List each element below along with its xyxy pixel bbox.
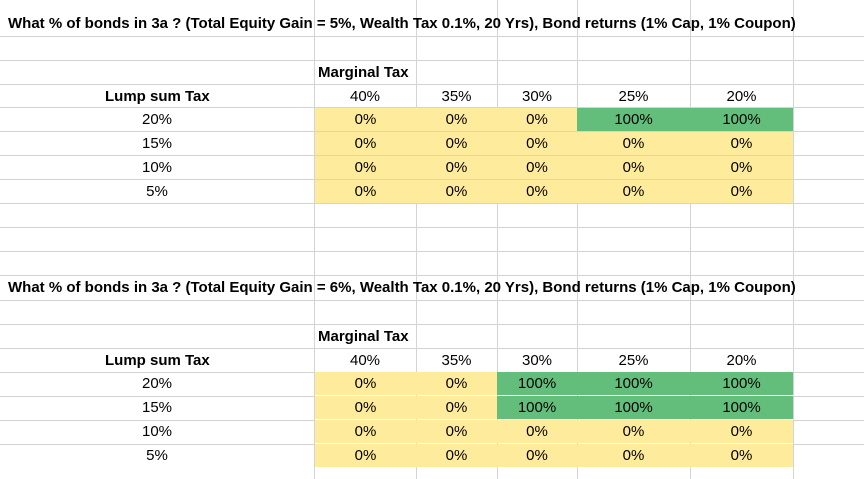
table-2-cell[interactable]: 100% xyxy=(690,372,793,395)
row-divider xyxy=(0,107,864,108)
table-1-cell[interactable]: 0% xyxy=(315,180,416,203)
table-2-cell[interactable]: 0% xyxy=(497,420,577,443)
table-2-cell[interactable]: 100% xyxy=(577,396,690,419)
table-1-cell[interactable]: 0% xyxy=(497,156,577,179)
table-2-column-group-header: Marginal Tax xyxy=(318,328,409,345)
table-1-cell[interactable]: 0% xyxy=(315,108,416,131)
table-2-cell[interactable]: 0% xyxy=(315,396,416,419)
table-1-cell[interactable]: 0% xyxy=(577,156,690,179)
table-2-cell[interactable]: 0% xyxy=(690,444,793,467)
column-divider xyxy=(497,0,498,479)
table-1-row-group-header: Lump sum Tax xyxy=(105,88,210,105)
table-1-col-header: 30% xyxy=(521,88,553,105)
table-1-cell[interactable]: 0% xyxy=(497,180,577,203)
table-2-row-group-header: Lump sum Tax xyxy=(105,352,210,369)
table-2-cell[interactable]: 0% xyxy=(690,420,793,443)
table-1-cell[interactable]: 0% xyxy=(497,132,577,155)
row-divider xyxy=(0,203,864,204)
table-2-cell[interactable]: 0% xyxy=(577,420,690,443)
column-divider xyxy=(577,0,578,479)
table-1-cell[interactable]: 0% xyxy=(577,132,690,155)
table-2-row-header: 20% xyxy=(141,375,173,392)
table-1-cell[interactable]: 0% xyxy=(690,156,793,179)
row-divider xyxy=(0,348,864,349)
row-divider xyxy=(0,275,864,276)
table-1-cell[interactable]: 0% xyxy=(315,132,416,155)
row-divider xyxy=(0,131,864,132)
table-1-cell[interactable]: 0% xyxy=(416,180,497,203)
table-2-title: What % of bonds in 3a ? (Total Equity Ga… xyxy=(8,279,796,296)
column-divider xyxy=(314,0,315,479)
table-1-cell[interactable]: 100% xyxy=(690,108,793,131)
row-divider xyxy=(0,36,864,37)
table-2-row-header: 15% xyxy=(141,399,173,416)
row-divider xyxy=(0,251,864,252)
table-2-col-header: 35% xyxy=(441,352,472,369)
column-divider xyxy=(690,0,691,479)
table-1-cell[interactable]: 0% xyxy=(690,180,793,203)
table-1-column-group-header: Marginal Tax xyxy=(318,64,409,81)
table-2-col-header: 25% xyxy=(618,352,649,369)
table-2-cell[interactable]: 0% xyxy=(315,420,416,443)
column-divider xyxy=(416,0,417,479)
table-2-cell[interactable]: 0% xyxy=(416,372,497,395)
table-2-col-header: 30% xyxy=(521,352,553,369)
table-2-cell[interactable]: 100% xyxy=(497,396,577,419)
table-2-col-header: 40% xyxy=(349,352,381,369)
table-1-cell[interactable]: 0% xyxy=(416,132,497,155)
table-1-col-header: 35% xyxy=(441,88,472,105)
row-divider xyxy=(0,84,864,85)
table-1-cell[interactable]: 0% xyxy=(416,108,497,131)
table-2-row-header: 10% xyxy=(141,423,173,440)
table-1-col-header: 20% xyxy=(726,88,757,105)
table-1-row-header: 10% xyxy=(141,159,173,176)
table-1-cell[interactable]: 0% xyxy=(315,156,416,179)
table-1-col-header: 40% xyxy=(349,88,381,105)
table-1-row-header: 5% xyxy=(146,183,168,200)
row-divider xyxy=(0,227,864,228)
table-1-title: What % of bonds in 3a ? (Total Equity Ga… xyxy=(8,15,796,32)
row-divider xyxy=(0,324,864,325)
table-2-cell[interactable]: 100% xyxy=(497,372,577,395)
table-1-cell[interactable]: 0% xyxy=(416,156,497,179)
table-2-cell[interactable]: 100% xyxy=(577,372,690,395)
table-2-cell[interactable]: 0% xyxy=(577,444,690,467)
table-2-cell[interactable]: 0% xyxy=(416,420,497,443)
column-divider xyxy=(793,0,794,479)
table-1-row-header: 15% xyxy=(141,135,173,152)
table-2-cell[interactable]: 0% xyxy=(416,444,497,467)
table-1-cell[interactable]: 100% xyxy=(577,108,690,131)
table-2-cell[interactable]: 0% xyxy=(416,396,497,419)
table-2-cell[interactable]: 0% xyxy=(497,444,577,467)
row-divider xyxy=(0,60,864,61)
row-divider xyxy=(0,155,864,156)
table-2-cell[interactable]: 100% xyxy=(690,396,793,419)
table-1-col-header: 25% xyxy=(618,88,649,105)
row-divider xyxy=(0,179,864,180)
table-2-cell[interactable]: 0% xyxy=(315,444,416,467)
table-1-row-header: 20% xyxy=(141,111,173,128)
table-1-cell[interactable]: 0% xyxy=(690,132,793,155)
table-2-cell[interactable]: 0% xyxy=(315,372,416,395)
row-divider xyxy=(0,300,864,301)
table-1-cell[interactable]: 0% xyxy=(577,180,690,203)
table-2-col-header: 20% xyxy=(726,352,757,369)
table-1-cell[interactable]: 0% xyxy=(497,108,577,131)
table-2-row-header: 5% xyxy=(146,447,168,464)
